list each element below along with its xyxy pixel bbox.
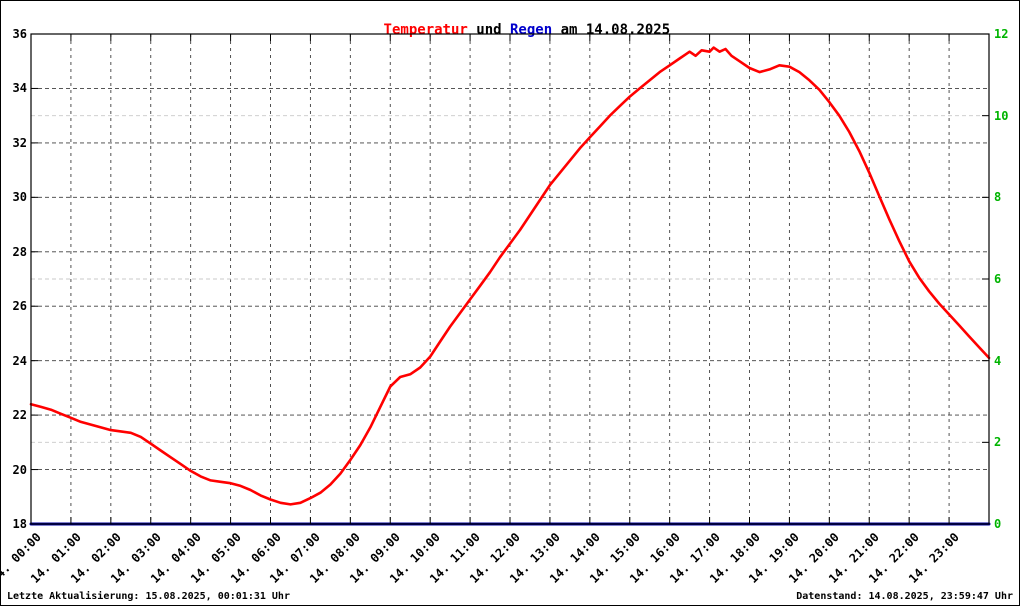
y-right-tick-label: 4 <box>994 353 1002 368</box>
last-update-text: Letzte Aktualisierung: 15.08.2025, 00:01… <box>7 591 290 602</box>
y-left-tick-label: 20 <box>12 462 27 477</box>
y-right-tick-label: 10 <box>994 108 1009 123</box>
y-left-tick-label: 36 <box>12 27 27 41</box>
y-right-tick-label: 2 <box>994 435 1002 450</box>
y-left-tick-label: 30 <box>12 190 27 205</box>
data-state-text: Datenstand: 14.08.2025, 23:59:47 Uhr <box>796 591 1013 602</box>
y-right-tick-label: 0 <box>994 517 1002 531</box>
y-left-tick-label: 34 <box>12 81 27 96</box>
y-left-tick-label: 28 <box>12 244 27 259</box>
y-left-tick-label: 22 <box>12 408 27 423</box>
y-left-tick-label: 32 <box>12 135 27 150</box>
y-right-tick-label: 12 <box>994 27 1009 41</box>
y-left-tick-label: 26 <box>12 299 27 314</box>
y-left-tick-label: 24 <box>12 353 27 368</box>
y-right-tick-label: 8 <box>994 190 1002 205</box>
y-left-tick-label: 18 <box>12 517 27 531</box>
y-right-tick-label: 6 <box>994 272 1002 286</box>
